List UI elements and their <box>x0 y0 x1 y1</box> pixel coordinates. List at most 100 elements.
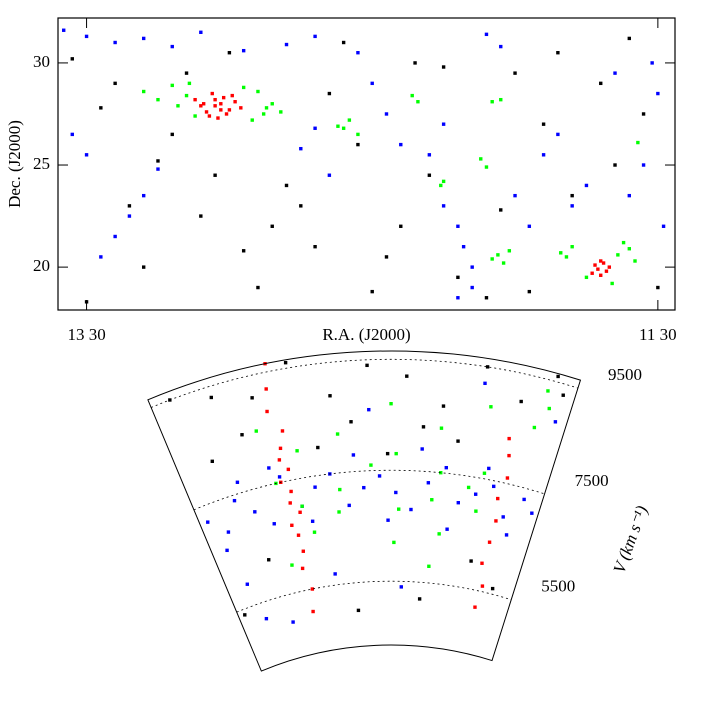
point <box>473 605 477 609</box>
point <box>313 244 317 249</box>
point <box>213 173 217 177</box>
point <box>499 44 503 49</box>
point <box>441 179 446 184</box>
point <box>204 110 209 114</box>
point <box>541 153 546 157</box>
point <box>513 71 517 75</box>
point <box>370 81 374 86</box>
point <box>386 518 390 522</box>
point <box>627 247 631 251</box>
point <box>584 183 589 188</box>
point <box>473 492 478 496</box>
point <box>328 394 332 398</box>
point <box>410 93 414 98</box>
point <box>367 407 371 412</box>
point <box>513 193 517 198</box>
point <box>290 523 294 528</box>
point <box>301 549 306 553</box>
point <box>553 420 558 424</box>
point <box>300 566 305 571</box>
y-axis-label: V (km s⁻¹) <box>610 503 652 576</box>
point <box>279 110 283 114</box>
point <box>250 396 254 400</box>
point <box>507 453 511 458</box>
point <box>421 425 426 429</box>
point <box>501 515 505 519</box>
point <box>141 36 146 41</box>
point <box>616 253 620 257</box>
point <box>356 132 360 137</box>
point <box>441 204 446 208</box>
point <box>507 436 511 441</box>
point <box>444 465 448 470</box>
point <box>484 296 489 300</box>
point <box>385 451 390 456</box>
point <box>264 387 268 391</box>
point <box>286 467 291 472</box>
point <box>504 533 509 537</box>
point <box>280 429 285 433</box>
point <box>604 269 609 273</box>
point <box>499 208 503 212</box>
point <box>333 572 337 576</box>
point <box>313 485 317 489</box>
point <box>235 480 240 484</box>
point <box>564 255 569 259</box>
point <box>250 118 254 122</box>
point <box>184 93 189 98</box>
point <box>484 165 489 169</box>
point <box>362 485 366 490</box>
point <box>187 81 192 86</box>
point <box>290 563 294 567</box>
point <box>399 224 403 228</box>
point <box>295 449 299 453</box>
point <box>253 510 257 514</box>
point <box>484 32 489 37</box>
point <box>394 490 398 495</box>
point <box>224 112 229 116</box>
point <box>427 564 431 568</box>
point <box>232 498 237 503</box>
point <box>219 102 223 106</box>
point <box>492 484 496 489</box>
point <box>399 585 403 589</box>
point <box>310 519 315 523</box>
point <box>405 374 409 378</box>
point <box>416 100 420 104</box>
point <box>527 289 532 294</box>
point <box>316 445 320 450</box>
point <box>156 97 160 102</box>
point <box>84 34 89 39</box>
y-tick-label: 5500 <box>541 577 575 596</box>
point <box>272 522 276 526</box>
point <box>485 365 490 369</box>
point <box>570 204 574 208</box>
point <box>356 142 360 147</box>
point <box>607 265 612 269</box>
point <box>233 100 237 104</box>
point <box>439 183 443 188</box>
point <box>469 559 473 563</box>
point <box>474 509 478 513</box>
point <box>377 474 382 478</box>
point <box>313 34 317 39</box>
point <box>599 81 603 86</box>
point <box>349 420 353 424</box>
point <box>156 159 160 163</box>
point <box>300 504 304 508</box>
point <box>199 214 203 218</box>
y-tick-label: 25 <box>33 154 50 173</box>
point <box>596 267 600 271</box>
point <box>99 106 103 110</box>
point <box>356 51 360 55</box>
point <box>507 249 512 253</box>
point <box>312 530 317 534</box>
point <box>437 532 441 536</box>
wedge-outline <box>147 350 582 672</box>
point <box>496 253 500 257</box>
point <box>298 510 302 514</box>
point <box>341 40 346 45</box>
y-tick-label: 7500 <box>575 471 609 490</box>
point <box>338 487 342 492</box>
